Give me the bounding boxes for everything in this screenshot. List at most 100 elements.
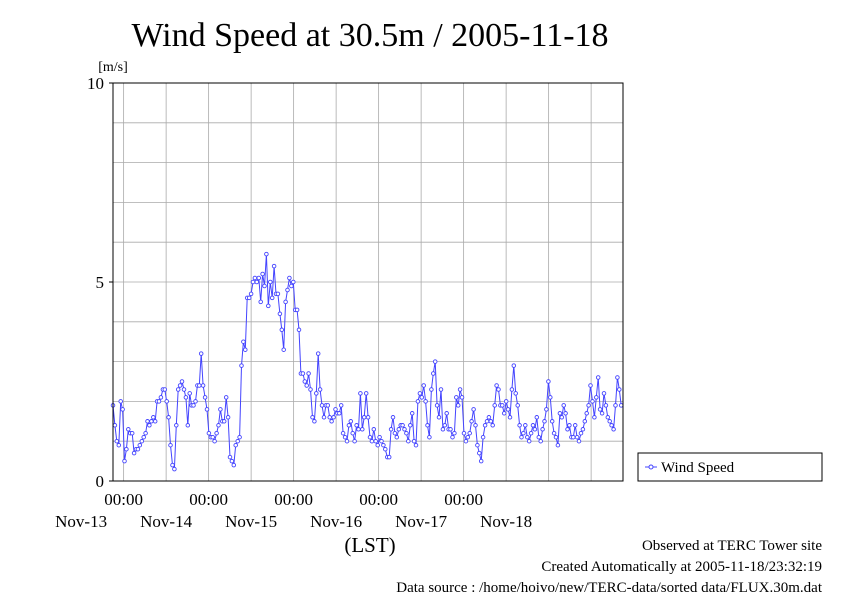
- data-point: [417, 391, 423, 396]
- data-point: [572, 423, 578, 428]
- data-point: [338, 403, 344, 408]
- data-point: [291, 279, 296, 285]
- data-point: [557, 411, 563, 416]
- data-point: [523, 423, 528, 428]
- y-axis-ticks: 0 5 10: [87, 74, 113, 491]
- data-point: [415, 399, 421, 404]
- data-point: [546, 379, 551, 384]
- data-point: [413, 442, 419, 448]
- x-tick-label-day: Nov-17: [395, 512, 447, 531]
- data-point: [459, 395, 465, 400]
- data-point: [480, 434, 486, 440]
- data-point: [471, 407, 476, 412]
- series-points-wind-speed: [110, 251, 624, 472]
- data-point: [260, 271, 265, 277]
- data-point: [549, 419, 555, 424]
- data-point: [538, 438, 543, 444]
- legend-marker: [648, 464, 654, 470]
- data-point: [262, 283, 267, 289]
- data-point: [166, 415, 171, 420]
- data-point: [141, 434, 146, 440]
- data-point: [346, 423, 352, 428]
- data-point: [496, 387, 501, 392]
- data-point: [137, 442, 143, 448]
- data-point: [283, 299, 288, 305]
- data-point: [408, 423, 413, 428]
- data-point: [206, 430, 212, 436]
- data-point: [618, 403, 624, 408]
- data-point: [553, 434, 559, 440]
- data-point: [342, 434, 348, 440]
- data-point: [478, 458, 484, 464]
- data-point: [431, 371, 436, 376]
- data-point: [120, 407, 125, 412]
- data-point: [139, 438, 145, 444]
- footer-created: Created Automatically at 2005-11-18/23:3…: [541, 559, 822, 575]
- x-tick-label-time: 00:00: [444, 490, 483, 509]
- data-point: [601, 391, 607, 396]
- data-point: [526, 438, 532, 444]
- data-point: [377, 434, 382, 440]
- data-point: [509, 387, 515, 392]
- data-point: [214, 430, 219, 436]
- data-point: [500, 403, 505, 408]
- data-point: [582, 419, 588, 424]
- data-point: [363, 391, 369, 396]
- data-point: [592, 415, 597, 420]
- data-point: [528, 430, 534, 436]
- data-point: [281, 347, 286, 352]
- data-point: [505, 407, 511, 412]
- data-point: [218, 407, 223, 412]
- data-point: [258, 299, 263, 305]
- data-point: [331, 415, 336, 420]
- data-point: [432, 359, 438, 364]
- data-point: [427, 434, 432, 440]
- data-point: [461, 430, 467, 436]
- data-point: [386, 454, 392, 460]
- data-point: [402, 427, 407, 432]
- data-point: [156, 399, 162, 404]
- data-point: [551, 430, 557, 436]
- data-point: [477, 450, 482, 456]
- data-point: [465, 434, 471, 440]
- data-point: [409, 411, 415, 416]
- x-tick-label-time: 00:00: [359, 490, 398, 509]
- data-point: [475, 442, 480, 448]
- data-point: [168, 442, 173, 448]
- data-point: [358, 391, 363, 396]
- data-point: [248, 291, 254, 297]
- data-point: [396, 427, 402, 432]
- data-point: [440, 427, 446, 432]
- data-point: [175, 387, 181, 392]
- data-point: [312, 419, 317, 424]
- data-point: [419, 395, 425, 400]
- data-point: [588, 383, 593, 388]
- data-point: [369, 438, 375, 444]
- data-point: [567, 423, 572, 428]
- data-point: [350, 430, 355, 436]
- data-point: [490, 423, 495, 428]
- data-point: [488, 419, 494, 424]
- data-point: [436, 415, 442, 420]
- y-tick-label: 5: [96, 273, 105, 292]
- data-point: [308, 387, 313, 392]
- data-point: [388, 427, 394, 432]
- data-point: [164, 399, 169, 404]
- data-point: [285, 287, 290, 293]
- data-point: [287, 275, 292, 281]
- data-point: [530, 423, 536, 428]
- data-point: [271, 263, 277, 269]
- data-point: [147, 423, 152, 428]
- data-point: [172, 466, 177, 472]
- data-point: [304, 383, 309, 388]
- data-point: [254, 279, 260, 285]
- data-point: [548, 395, 553, 400]
- data-point: [294, 307, 300, 313]
- data-point: [469, 419, 474, 424]
- data-point: [250, 279, 256, 285]
- data-point: [300, 371, 306, 376]
- data-point: [406, 438, 411, 444]
- data-point: [507, 415, 513, 420]
- data-point: [381, 442, 386, 448]
